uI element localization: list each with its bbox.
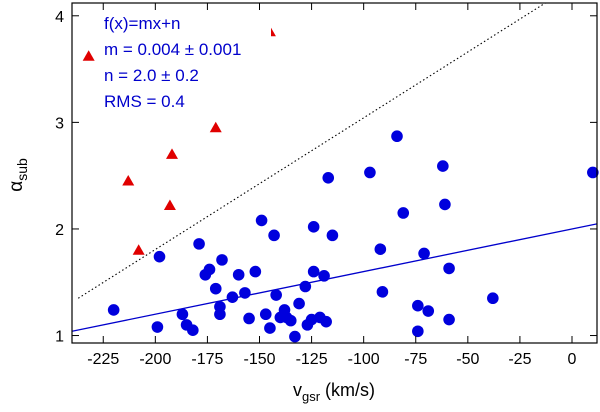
x-tick-label: -200 [139,351,171,368]
triangle-point [163,199,176,211]
triangle-point [82,50,95,61]
circle-point [443,262,455,275]
triangle-point [166,148,178,159]
x-tick-label: -175 [191,351,223,368]
circle-point [437,160,449,172]
x-tick-label: -100 [348,351,380,368]
triangle-point [122,174,135,186]
circle-point [151,321,164,333]
circle-point [307,265,320,278]
circle-point [153,250,166,263]
ticks-layer: -225 -200 -175 -150 -125 -100 -75 -50 -25 0 1 2 3 4 [55,3,597,368]
circle-point [243,312,255,325]
circle-point [299,280,312,293]
x-axis-label: vgsr (km/s) [293,380,375,404]
annotation-background [96,10,271,115]
circle-point [209,282,222,295]
circle-point [397,207,410,219]
circle-point [193,238,205,250]
circle-point [412,325,424,338]
circle-point [239,287,251,299]
x-tick-label: -50 [456,351,479,368]
triangle-point [132,244,145,255]
x-tick-label: -25 [508,351,531,368]
circle-point [232,268,245,281]
circle-point [107,304,120,316]
x-tick-label: -75 [404,351,427,368]
dotted-line [77,3,547,299]
circle-point [443,313,455,326]
fit-line [72,223,597,332]
circle-point [293,297,305,310]
circle-point [203,263,216,276]
circle-point [270,289,282,301]
y-tick-label: 1 [55,329,64,346]
y-axis-label: αsub [6,158,30,192]
circle-point [412,299,424,312]
circle-point [322,171,335,184]
circle-point [226,291,239,303]
circle-point [268,229,280,242]
annotation-line: n = 2.0 ± 0.2 [104,66,199,85]
annotation-line: f(x)=mx+n [104,14,181,33]
circle-point [422,305,435,317]
annotation-box: f(x)=mx+n m = 0.004 ± 0.001 n = 2.0 ± 0.2 R… [96,10,271,115]
annotation-line: RMS = 0.4 [104,92,185,111]
circle-point [284,314,297,327]
x-axis-label-sub: gsr [302,389,321,404]
circle-point [487,292,499,305]
triangle-point [209,121,222,133]
circle-point [439,198,451,211]
circle-point [320,315,332,328]
x-tick-label: -225 [87,351,119,368]
y-tick-label: 4 [55,9,64,26]
circle-point [364,166,376,179]
annotation-line: m = 0.004 ± 0.001 [104,40,241,59]
circle-point [249,265,262,278]
lines-layer [72,3,597,332]
circle-point [418,247,430,260]
circle-point [214,308,226,321]
circle-point [255,214,268,227]
circle-point [326,229,339,242]
circle-point [587,166,599,179]
y-axis-label-main: α [6,181,27,192]
circle-point [259,308,272,321]
x-tick-label: -125 [296,351,328,368]
x-tick-label: -150 [243,351,275,368]
circle-point [176,308,189,321]
x-axis-label-rest: (km/s) [320,380,375,400]
circle-point [307,221,320,233]
circle-point [187,324,199,337]
x-tick-label: 0 [568,351,577,368]
x-axis-label-main: v [293,380,302,400]
circle-point [289,330,301,343]
y-tick-label: 2 [55,222,64,239]
circle-point [216,254,228,266]
circle-point [264,322,276,334]
circle-point [391,130,403,143]
plot-frame [71,2,598,344]
circle-point [374,243,387,256]
circle-point [318,270,330,282]
y-tick-label: 3 [55,115,64,132]
circle-point [376,286,389,298]
y-axis-label-sub: sub [14,158,30,181]
